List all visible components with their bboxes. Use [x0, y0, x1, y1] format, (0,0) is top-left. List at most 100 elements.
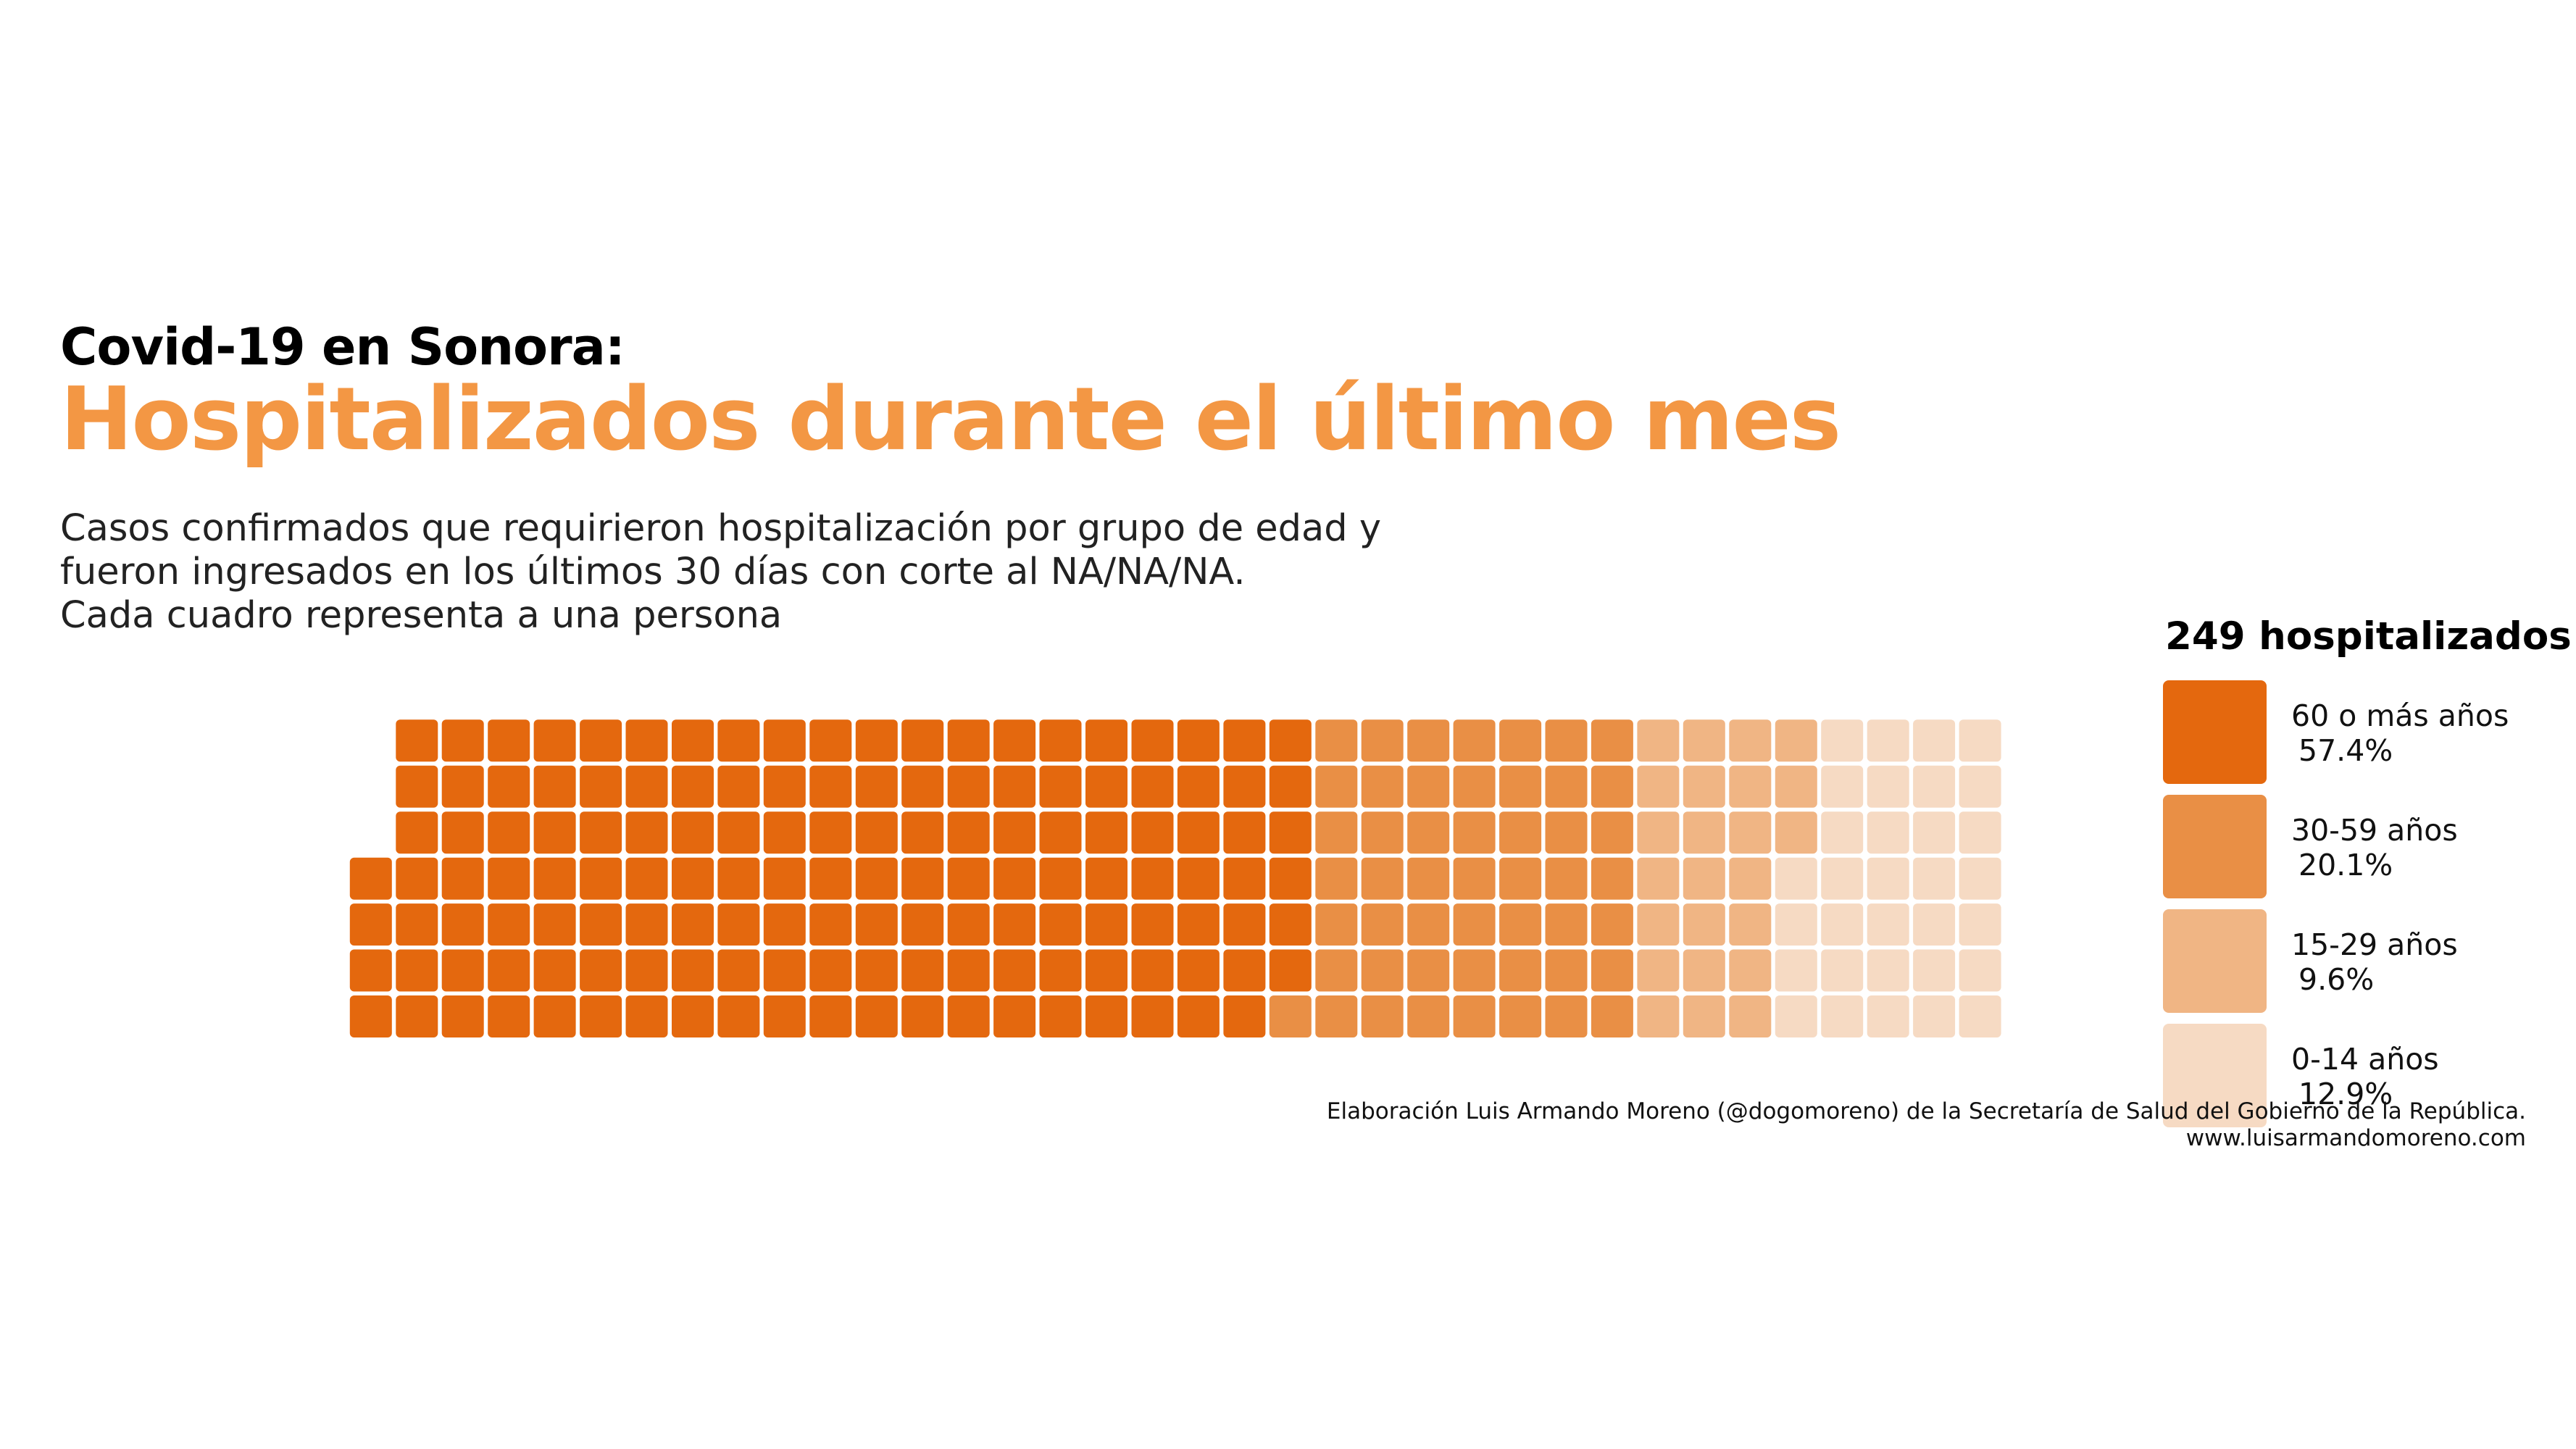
waffle-square [1131, 765, 1174, 808]
waffle-square [947, 765, 990, 808]
waffle-square [1683, 903, 1725, 946]
waffle-square [1269, 811, 1312, 854]
waffle-square [1177, 765, 1220, 808]
source-caption: Elaboración Luis Armando Moreno (@dogomo… [1327, 1098, 2526, 1152]
waffle-square [1867, 995, 1909, 1037]
subtitle-line-3: Cada cuadro representa a una persona [60, 594, 783, 637]
waffle-square [1499, 949, 1542, 992]
waffle-square [717, 857, 760, 900]
waffle-square [1453, 903, 1496, 946]
waffle-square [809, 903, 852, 946]
waffle-square [993, 903, 1036, 946]
waffle-square [533, 857, 576, 900]
waffle-square [1499, 765, 1542, 808]
waffle-square [1591, 857, 1633, 900]
waffle-square [1039, 765, 1082, 808]
waffle-square [1407, 949, 1450, 992]
waffle-square [1775, 857, 1817, 900]
waffle-square [1315, 903, 1358, 946]
waffle-square [1637, 811, 1680, 854]
waffle-square [1223, 857, 1266, 900]
waffle-square [488, 811, 530, 854]
waffle-square [396, 811, 438, 854]
waffle-square [855, 857, 898, 900]
waffle-square [533, 903, 576, 946]
waffle-square [1315, 949, 1358, 992]
waffle-square [1729, 903, 1772, 946]
waffle-square [1775, 949, 1817, 992]
waffle-square [349, 857, 392, 900]
waffle-square [1913, 903, 1956, 946]
waffle-square [901, 857, 944, 900]
waffle-square [672, 765, 714, 808]
waffle-square [947, 995, 990, 1037]
waffle-square [625, 765, 668, 808]
waffle-square [763, 903, 806, 946]
waffle-square [1959, 857, 2001, 900]
waffle-square [1775, 995, 1817, 1037]
waffle-square [488, 719, 530, 762]
waffle-square [441, 719, 484, 762]
waffle-square [1545, 903, 1588, 946]
waffle-square [625, 903, 668, 946]
waffle-square [717, 765, 760, 808]
waffle-square [1085, 811, 1127, 854]
waffle-square [1085, 765, 1127, 808]
waffle-square [1683, 719, 1725, 762]
waffle-square [580, 995, 622, 1037]
waffle-square [1867, 949, 1909, 992]
waffle-square [1637, 765, 1680, 808]
waffle-square [993, 857, 1036, 900]
legend-pct: 12.9% [2298, 1077, 2393, 1111]
waffle-square [1039, 811, 1082, 854]
waffle-square [717, 949, 760, 992]
waffle-square [1821, 903, 1864, 946]
waffle-square [672, 857, 714, 900]
waffle-square [1269, 949, 1312, 992]
waffle-square [580, 903, 622, 946]
waffle-square [1177, 719, 1220, 762]
waffle-square [763, 811, 806, 854]
waffle-square [993, 995, 1036, 1037]
waffle-square [809, 995, 852, 1037]
waffle-square [625, 857, 668, 900]
waffle-square [809, 719, 852, 762]
waffle-square [1407, 811, 1450, 854]
waffle-square [1407, 719, 1450, 762]
waffle-square [672, 949, 714, 992]
waffle-square [1177, 903, 1220, 946]
waffle-square [488, 765, 530, 808]
waffle-square [993, 719, 1036, 762]
waffle-square [763, 719, 806, 762]
waffle-square [1821, 949, 1864, 992]
legend-label-15-29: 15-29 años 9.6% [2291, 927, 2458, 997]
waffle-square [580, 765, 622, 808]
waffle-square [1177, 949, 1220, 992]
waffle-square [1085, 857, 1127, 900]
waffle-square [1775, 903, 1817, 946]
waffle-square [717, 719, 760, 762]
waffle-square [1453, 995, 1496, 1037]
waffle-square [901, 811, 944, 854]
waffle-square [1407, 995, 1450, 1037]
waffle-square [1453, 765, 1496, 808]
caption-line-2: www.luisarmandomoreno.com [2185, 1125, 2526, 1151]
waffle-square [1177, 811, 1220, 854]
waffle-square [396, 765, 438, 808]
waffle-square [1131, 719, 1174, 762]
waffle-square [1453, 857, 1496, 900]
waffle-square [1131, 857, 1174, 900]
waffle-square [1591, 995, 1633, 1037]
waffle-square [672, 719, 714, 762]
waffle-square [1361, 765, 1404, 808]
waffle-square [1821, 857, 1864, 900]
waffle-square [1361, 949, 1404, 992]
waffle-square [1545, 949, 1588, 992]
legend-swatch-0-14 [2163, 1024, 2267, 1127]
waffle-square [1177, 857, 1220, 900]
waffle-square [1913, 995, 1956, 1037]
legend-pct: 9.6% [2298, 962, 2375, 997]
waffle-square [1775, 719, 1817, 762]
waffle-square [625, 811, 668, 854]
waffle-square [1315, 719, 1358, 762]
